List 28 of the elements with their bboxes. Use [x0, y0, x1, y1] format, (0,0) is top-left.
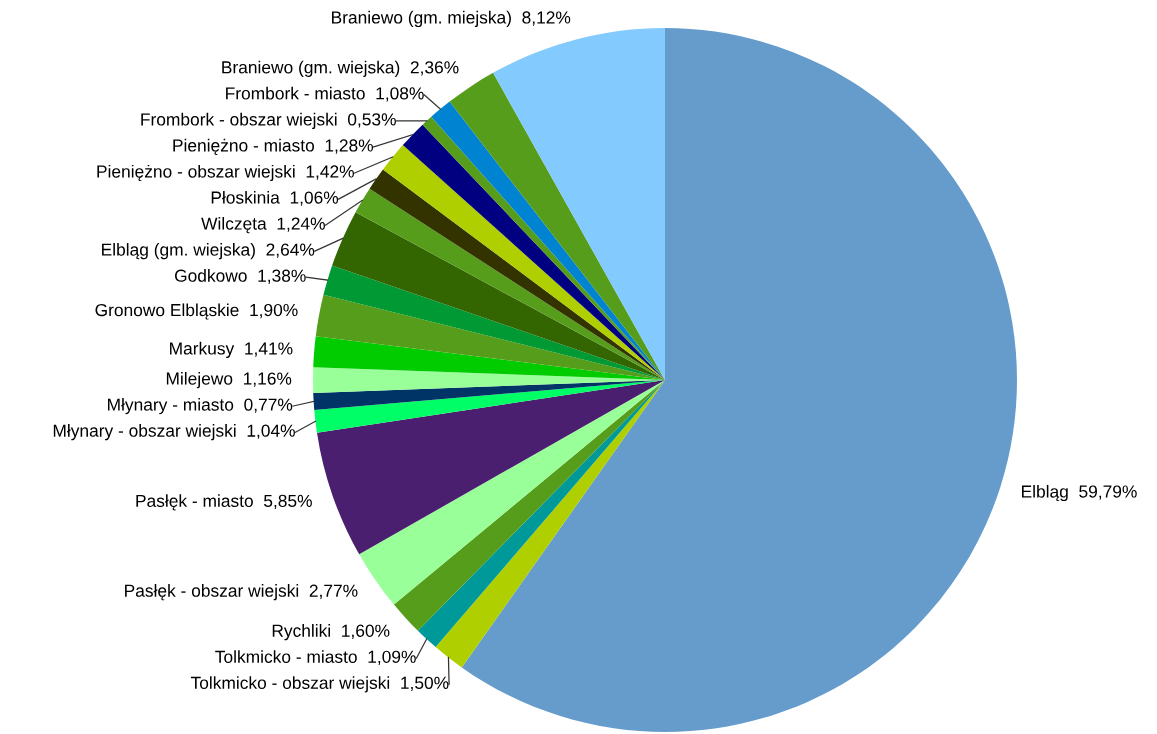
- pie-slice: [332, 212, 665, 380]
- slice-label: Pasłęk - obszar wiejski 2,77%: [125, 584, 358, 601]
- slice-label: Młynary - miasto 0,77%: [108, 398, 293, 415]
- slice-label: Braniewo (gm. miejska) 8,12%: [332, 10, 571, 28]
- slice-label: Pieniężno - miasto 1,28%: [173, 138, 374, 156]
- pie-slice: [493, 28, 665, 380]
- slice-label: Tolkmicko - obszar wiejski 1,50%: [190, 676, 449, 693]
- slice-label: Milejewo 1,16%: [166, 371, 292, 389]
- slice-label: Tolkmicko - miasto 1,09%: [215, 650, 416, 665]
- slice-label: Elbląg (gm. wiejska) 2,64%: [102, 243, 315, 260]
- pie-slice: [323, 265, 665, 380]
- slice-label: Godkowo 1,38%: [174, 269, 306, 284]
- pie-slice: [359, 380, 665, 605]
- pie-slice: [316, 380, 665, 555]
- slice-label: Młynary - obszar wiejski 1,04%: [53, 424, 295, 441]
- slice-label: Wilczęta 1,24%: [201, 216, 325, 234]
- slice-label: Płoskinia 1,06%: [211, 190, 339, 206]
- slice-label: Pasłęk - miasto 5,85%: [136, 494, 312, 511]
- slice-label: Braniewo (gm. wiejska) 2,36%: [222, 60, 459, 77]
- slice-label: Frombork - miasto 1,08%: [226, 86, 424, 102]
- pie-slice: [461, 28, 1017, 732]
- slice-label: Elbląg 59,79%: [1022, 484, 1137, 502]
- slice-label: Frombork - obszar wiejski 0,53%: [141, 112, 396, 129]
- slice-label: Pieniężno - obszar wiejski 1,42%: [97, 164, 354, 182]
- slice-label: Gronowo Elbląskie 1,90%: [95, 303, 298, 320]
- slice-label: Markusy 1,41%: [170, 341, 293, 359]
- slice-label: Rychliki 1,60%: [272, 624, 390, 641]
- pie-slice: [314, 380, 665, 433]
